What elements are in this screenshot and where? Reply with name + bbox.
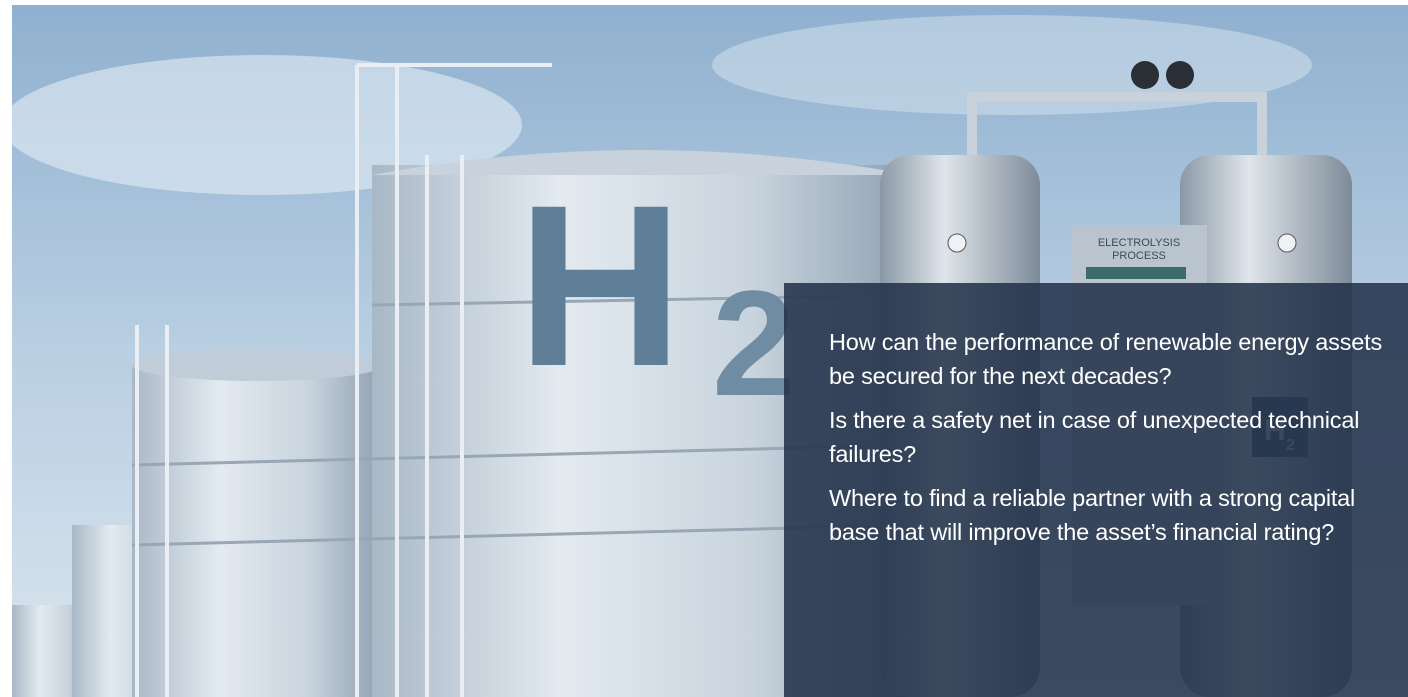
question: Is there a safety net in case of unexpec…: [829, 403, 1394, 471]
valve: [1131, 61, 1159, 89]
tank-subscript: 2: [712, 259, 795, 427]
panel-label: ELECTROLYSIS: [1098, 237, 1180, 249]
gauge: [948, 234, 966, 252]
question: Where to find a reliable partner with a …: [829, 481, 1394, 549]
gauge: [1278, 234, 1296, 252]
panel-display: [1086, 267, 1186, 279]
page: H 2 ELECTROLYSIS PROCESS H 2 How can the…: [0, 0, 1408, 697]
valve: [1166, 61, 1194, 89]
tank-letter: H: [517, 157, 683, 414]
question-panel: How can the performance of renewable ene…: [784, 283, 1408, 697]
tank-roof: [132, 349, 382, 381]
panel-label: PROCESS: [1112, 250, 1166, 262]
tank: [132, 365, 382, 697]
question: How can the performance of renewable ene…: [829, 325, 1394, 393]
